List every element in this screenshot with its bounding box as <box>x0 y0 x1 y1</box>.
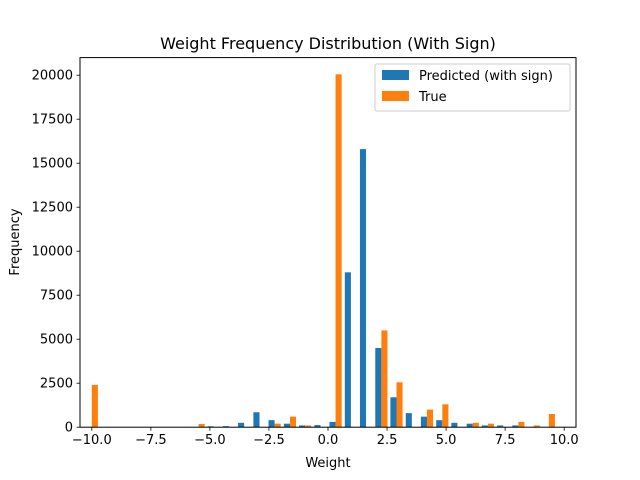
bar-predicted <box>451 422 458 428</box>
x-tick-label: 5.0 <box>436 433 457 448</box>
y-tick-label: 0 <box>65 421 73 436</box>
bar-true <box>198 424 205 428</box>
bar-true <box>442 404 449 428</box>
bar-predicted <box>298 425 306 428</box>
bar-true <box>396 382 403 428</box>
x-tick-label: −5.0 <box>194 433 226 448</box>
x-axis-label: Weight <box>305 456 350 471</box>
bar-predicted <box>375 348 382 428</box>
bar-true <box>335 74 342 428</box>
legend-swatch-true <box>382 91 409 101</box>
y-axis-ticks: 0 2500 5000 7500 10000 12500 15000 17500 20000 <box>32 69 80 436</box>
bar-predicted <box>238 422 245 428</box>
bar-predicted <box>283 423 290 428</box>
bar-true <box>289 416 297 428</box>
bar-true <box>487 423 494 428</box>
bar-true <box>533 425 540 428</box>
x-tick-label: −7.5 <box>135 433 167 448</box>
x-tick-label: 2.5 <box>377 433 398 448</box>
bars <box>91 74 555 428</box>
bar-predicted <box>390 397 397 428</box>
bar-predicted <box>329 421 336 428</box>
x-tick-label: −10.0 <box>72 433 112 448</box>
y-tick-label: 5000 <box>40 333 73 348</box>
bar-true <box>518 421 525 428</box>
bar-predicted <box>466 423 473 428</box>
y-tick-label: 15000 <box>32 157 73 172</box>
bar-true <box>548 414 555 428</box>
chart-title: Weight Frequency Distribution (With Sign… <box>160 34 496 53</box>
x-tick-label: 10.0 <box>550 433 579 448</box>
y-tick-label: 7500 <box>40 289 73 304</box>
bar-predicted <box>268 420 275 428</box>
bar-predicted <box>436 420 443 428</box>
y-tick-label: 20000 <box>32 69 73 84</box>
y-tick-label: 17500 <box>32 113 73 128</box>
y-tick-label: 10000 <box>32 245 73 260</box>
bar-true <box>426 409 434 428</box>
legend-box <box>374 63 571 112</box>
bar-predicted <box>344 272 351 428</box>
y-tick-label: 2500 <box>40 377 73 392</box>
bar-predicted <box>481 425 488 428</box>
x-tick-label: 7.5 <box>495 433 516 448</box>
bar-predicted <box>405 413 412 428</box>
legend-label-true: True <box>418 90 447 105</box>
bar-predicted <box>253 412 260 428</box>
bar-true <box>91 384 98 428</box>
bar-true <box>472 422 479 428</box>
x-tick-label: −2.5 <box>253 433 285 448</box>
legend-swatch-predicted <box>382 70 409 80</box>
bar-predicted <box>420 416 427 428</box>
y-tick-label: 12500 <box>32 201 73 216</box>
legend: Predicted (with sign) True <box>374 63 571 112</box>
y-axis-label: Frequency <box>8 208 23 275</box>
bar-true <box>381 330 388 428</box>
bar-true <box>274 423 281 428</box>
bar-predicted <box>222 426 230 428</box>
bar-true <box>305 425 312 428</box>
bar-predicted <box>512 425 519 428</box>
bar-predicted <box>314 425 321 428</box>
x-axis-ticks: −10.0 −7.5 −5.0 −2.5 0.0 2.5 5.0 7.5 10.0 <box>72 427 579 448</box>
bar-predicted <box>359 149 367 428</box>
legend-label-predicted: Predicted (with sign) <box>419 69 553 84</box>
x-tick-label: 0.0 <box>318 433 339 448</box>
bar-predicted <box>497 425 504 428</box>
